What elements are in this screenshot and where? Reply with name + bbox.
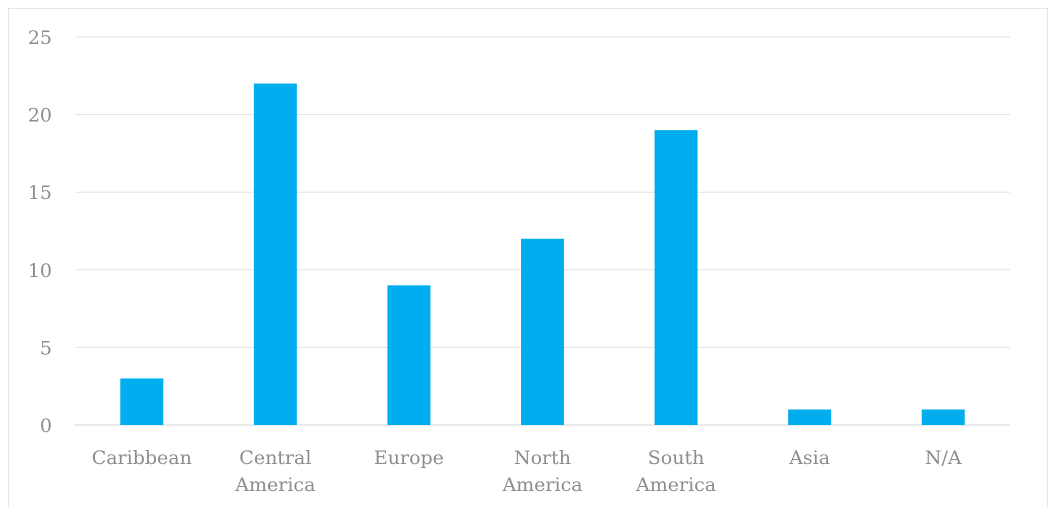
bars [120, 83, 965, 425]
x-tick-label-line: Central [239, 447, 311, 469]
y-tick-label: 15 [28, 182, 52, 204]
bar [253, 83, 297, 425]
x-axis-tick-labels: Caribbean Central America Europe North Americ… [92, 447, 962, 496]
x-tick-label: Caribbean [92, 447, 192, 469]
x-tick-label: North America [501, 447, 582, 496]
x-tick-label-line: Caribbean [92, 447, 192, 469]
x-tick-label: N/A [925, 447, 962, 469]
x-tick-label: South America [635, 447, 716, 496]
x-tick-label: Asia [788, 447, 830, 469]
y-tick-label: 5 [40, 337, 52, 359]
bar [654, 130, 698, 425]
x-tick-label-line: Asia [788, 447, 830, 469]
x-tick-label-line: Europe [374, 447, 444, 469]
x-tick-label-line: America [635, 474, 716, 496]
x-tick-label-line: South [648, 447, 705, 469]
y-tick-label: 20 [28, 105, 52, 127]
y-tick-label: 0 [40, 415, 52, 437]
y-axis-tick-labels: 0 5 10 15 20 25 [28, 27, 52, 437]
bar [921, 409, 965, 425]
x-tick-label-line: North [514, 447, 571, 469]
x-tick-label-line: America [234, 474, 315, 496]
y-tick-label: 10 [28, 260, 52, 282]
x-tick-label: Europe [374, 447, 444, 469]
x-tick-label: Central America [234, 447, 315, 496]
bar [788, 409, 832, 425]
x-tick-label-line: America [501, 474, 582, 496]
bar [120, 378, 164, 425]
bar [387, 285, 431, 425]
x-tick-label-line: N/A [925, 447, 962, 469]
y-tick-label: 25 [28, 27, 52, 49]
bar [521, 238, 564, 425]
